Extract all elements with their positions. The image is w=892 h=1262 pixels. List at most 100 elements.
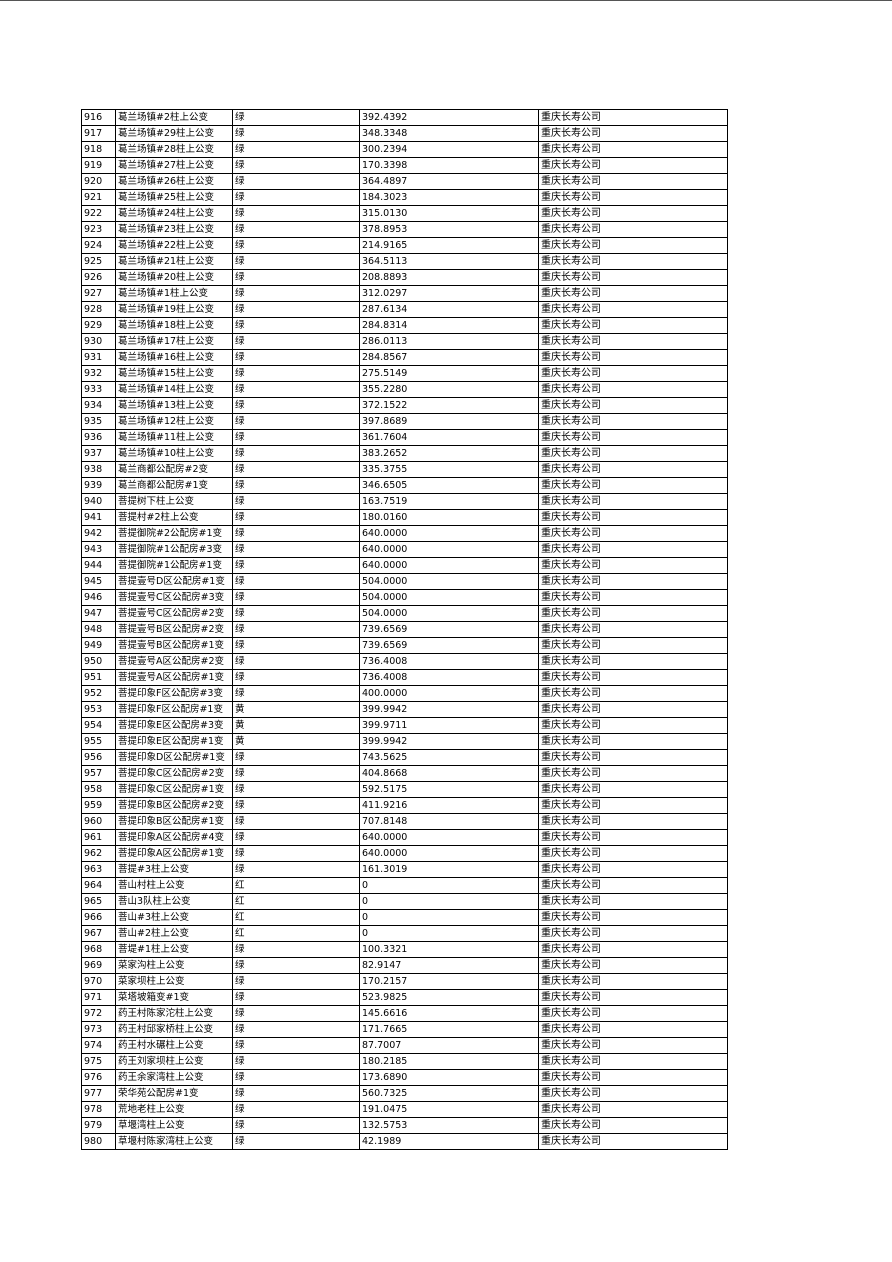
status-color: 绿 bbox=[232, 845, 360, 862]
status-color: 绿 bbox=[232, 189, 360, 206]
station-name: 葛兰场镇#27柱上公变 bbox=[115, 157, 233, 174]
load-value: 315.0130 bbox=[359, 205, 539, 222]
station-name: 菩山村柱上公变 bbox=[115, 877, 233, 894]
load-value: 364.5113 bbox=[359, 253, 539, 270]
row-number: 972 bbox=[81, 1005, 116, 1022]
row-number: 940 bbox=[81, 493, 116, 510]
status-color: 红 bbox=[232, 877, 360, 894]
row-number: 970 bbox=[81, 973, 116, 990]
status-color: 绿 bbox=[232, 573, 360, 590]
row-number: 955 bbox=[81, 733, 116, 750]
company-name: 重庆长寿公司 bbox=[538, 445, 728, 462]
company-name: 重庆长寿公司 bbox=[538, 877, 728, 894]
status-color: 绿 bbox=[232, 941, 360, 958]
table-row: 968 菩堤#1柱上公变绿 100.3321 重庆长寿公司 bbox=[81, 941, 728, 958]
load-value: 180.0160 bbox=[359, 509, 539, 526]
company-name: 重庆长寿公司 bbox=[538, 589, 728, 606]
table-row: 951 菩提壹号A区公配房#1变绿 736.4008 重庆长寿公司 bbox=[81, 669, 728, 686]
company-name: 重庆长寿公司 bbox=[538, 797, 728, 814]
table-row: 938 葛兰商都公配房#2变绿 335.3755 重庆长寿公司 bbox=[81, 461, 728, 478]
company-name: 重庆长寿公司 bbox=[538, 461, 728, 478]
table-row: 952 菩提印象F区公配房#3变绿 400.0000 重庆长寿公司 bbox=[81, 685, 728, 702]
table-row: 942 菩提御院#2公配房#1变绿 640.0000 重庆长寿公司 bbox=[81, 525, 728, 542]
status-color: 绿 bbox=[232, 813, 360, 830]
table-row: 922 葛兰场镇#24柱上公变绿 315.0130 重庆长寿公司 bbox=[81, 205, 728, 222]
row-number: 936 bbox=[81, 429, 116, 446]
company-name: 重庆长寿公司 bbox=[538, 813, 728, 830]
load-value: 378.8953 bbox=[359, 221, 539, 238]
load-value: 335.3755 bbox=[359, 461, 539, 478]
row-number: 980 bbox=[81, 1133, 116, 1150]
table-row: 921 葛兰场镇#25柱上公变绿 184.3023 重庆长寿公司 bbox=[81, 189, 728, 206]
company-name: 重庆长寿公司 bbox=[538, 989, 728, 1006]
row-number: 932 bbox=[81, 365, 116, 382]
station-name: 菩堤#1柱上公变 bbox=[115, 941, 233, 958]
status-color: 绿 bbox=[232, 317, 360, 334]
row-number: 949 bbox=[81, 637, 116, 654]
table-row: 977 荣华苑公配房#1变绿 560.7325 重庆长寿公司 bbox=[81, 1085, 728, 1102]
row-number: 976 bbox=[81, 1069, 116, 1086]
station-name: 葛兰场镇#25柱上公变 bbox=[115, 189, 233, 206]
load-value: 312.0297 bbox=[359, 285, 539, 302]
table-row: 920 葛兰场镇#26柱上公变绿 364.4897 重庆长寿公司 bbox=[81, 173, 728, 190]
load-value: 161.3019 bbox=[359, 861, 539, 878]
company-name: 重庆长寿公司 bbox=[538, 1069, 728, 1086]
load-value: 348.3348 bbox=[359, 125, 539, 142]
company-name: 重庆长寿公司 bbox=[538, 1037, 728, 1054]
company-name: 重庆长寿公司 bbox=[538, 525, 728, 542]
status-color: 绿 bbox=[232, 621, 360, 638]
station-name: 葛兰场镇#23柱上公变 bbox=[115, 221, 233, 238]
status-color: 绿 bbox=[232, 1101, 360, 1118]
station-name: 葛兰场镇#29柱上公变 bbox=[115, 125, 233, 142]
table-row: 930 葛兰场镇#17柱上公变绿 286.0113 重庆长寿公司 bbox=[81, 333, 728, 350]
company-name: 重庆长寿公司 bbox=[538, 605, 728, 622]
load-value: 0 bbox=[359, 909, 539, 926]
station-name: 菩提印象C区公配房#2变 bbox=[115, 765, 233, 782]
company-name: 重庆长寿公司 bbox=[538, 221, 728, 238]
row-number: 925 bbox=[81, 253, 116, 270]
table-row: 971 菜塔坡箱变#1变绿 523.9825 重庆长寿公司 bbox=[81, 989, 728, 1006]
row-number: 920 bbox=[81, 173, 116, 190]
table-row: 949 菩提壹号B区公配房#1变绿 739.6569 重庆长寿公司 bbox=[81, 637, 728, 654]
load-value: 364.4897 bbox=[359, 173, 539, 190]
company-name: 重庆长寿公司 bbox=[538, 349, 728, 366]
load-value: 284.8314 bbox=[359, 317, 539, 334]
company-name: 重庆长寿公司 bbox=[538, 701, 728, 718]
status-color: 绿 bbox=[232, 765, 360, 782]
company-name: 重庆长寿公司 bbox=[538, 253, 728, 270]
station-name: 菩提御院#2公配房#1变 bbox=[115, 525, 233, 542]
status-color: 黄 bbox=[232, 717, 360, 734]
station-name: 菩山#2柱上公变 bbox=[115, 925, 233, 942]
row-number: 951 bbox=[81, 669, 116, 686]
station-name: 葛兰场镇#26柱上公变 bbox=[115, 173, 233, 190]
status-color: 绿 bbox=[232, 541, 360, 558]
company-name: 重庆长寿公司 bbox=[538, 765, 728, 782]
company-name: 重庆长寿公司 bbox=[538, 189, 728, 206]
table-row: 972 药王村陈家沱柱上公变绿 145.6616 重庆长寿公司 bbox=[81, 1005, 728, 1022]
row-number: 928 bbox=[81, 301, 116, 318]
status-color: 绿 bbox=[232, 141, 360, 158]
company-name: 重庆长寿公司 bbox=[538, 1053, 728, 1070]
row-number: 965 bbox=[81, 893, 116, 910]
status-color: 绿 bbox=[232, 269, 360, 286]
table-row: 979 草堰湾柱上公变绿 132.5753 重庆长寿公司 bbox=[81, 1117, 728, 1134]
company-name: 重庆长寿公司 bbox=[538, 749, 728, 766]
row-number: 945 bbox=[81, 573, 116, 590]
table-row: 925 葛兰场镇#21柱上公变绿 364.5113 重庆长寿公司 bbox=[81, 253, 728, 270]
row-number: 961 bbox=[81, 829, 116, 846]
status-color: 绿 bbox=[232, 973, 360, 990]
company-name: 重庆长寿公司 bbox=[538, 173, 728, 190]
status-color: 红 bbox=[232, 925, 360, 942]
table-row: 941 菩提村#2柱上公变绿 180.0160 重庆长寿公司 bbox=[81, 509, 728, 526]
status-color: 绿 bbox=[232, 861, 360, 878]
station-name: 菩山3队柱上公变 bbox=[115, 893, 233, 910]
status-color: 绿 bbox=[232, 653, 360, 670]
load-value: 399.9942 bbox=[359, 701, 539, 718]
station-name: 葛兰场镇#24柱上公变 bbox=[115, 205, 233, 222]
load-value: 739.6569 bbox=[359, 621, 539, 638]
status-color: 绿 bbox=[232, 221, 360, 238]
station-name: 菩提印象B区公配房#2变 bbox=[115, 797, 233, 814]
load-value: 173.6890 bbox=[359, 1069, 539, 1086]
load-value: 180.2185 bbox=[359, 1053, 539, 1070]
row-number: 924 bbox=[81, 237, 116, 254]
